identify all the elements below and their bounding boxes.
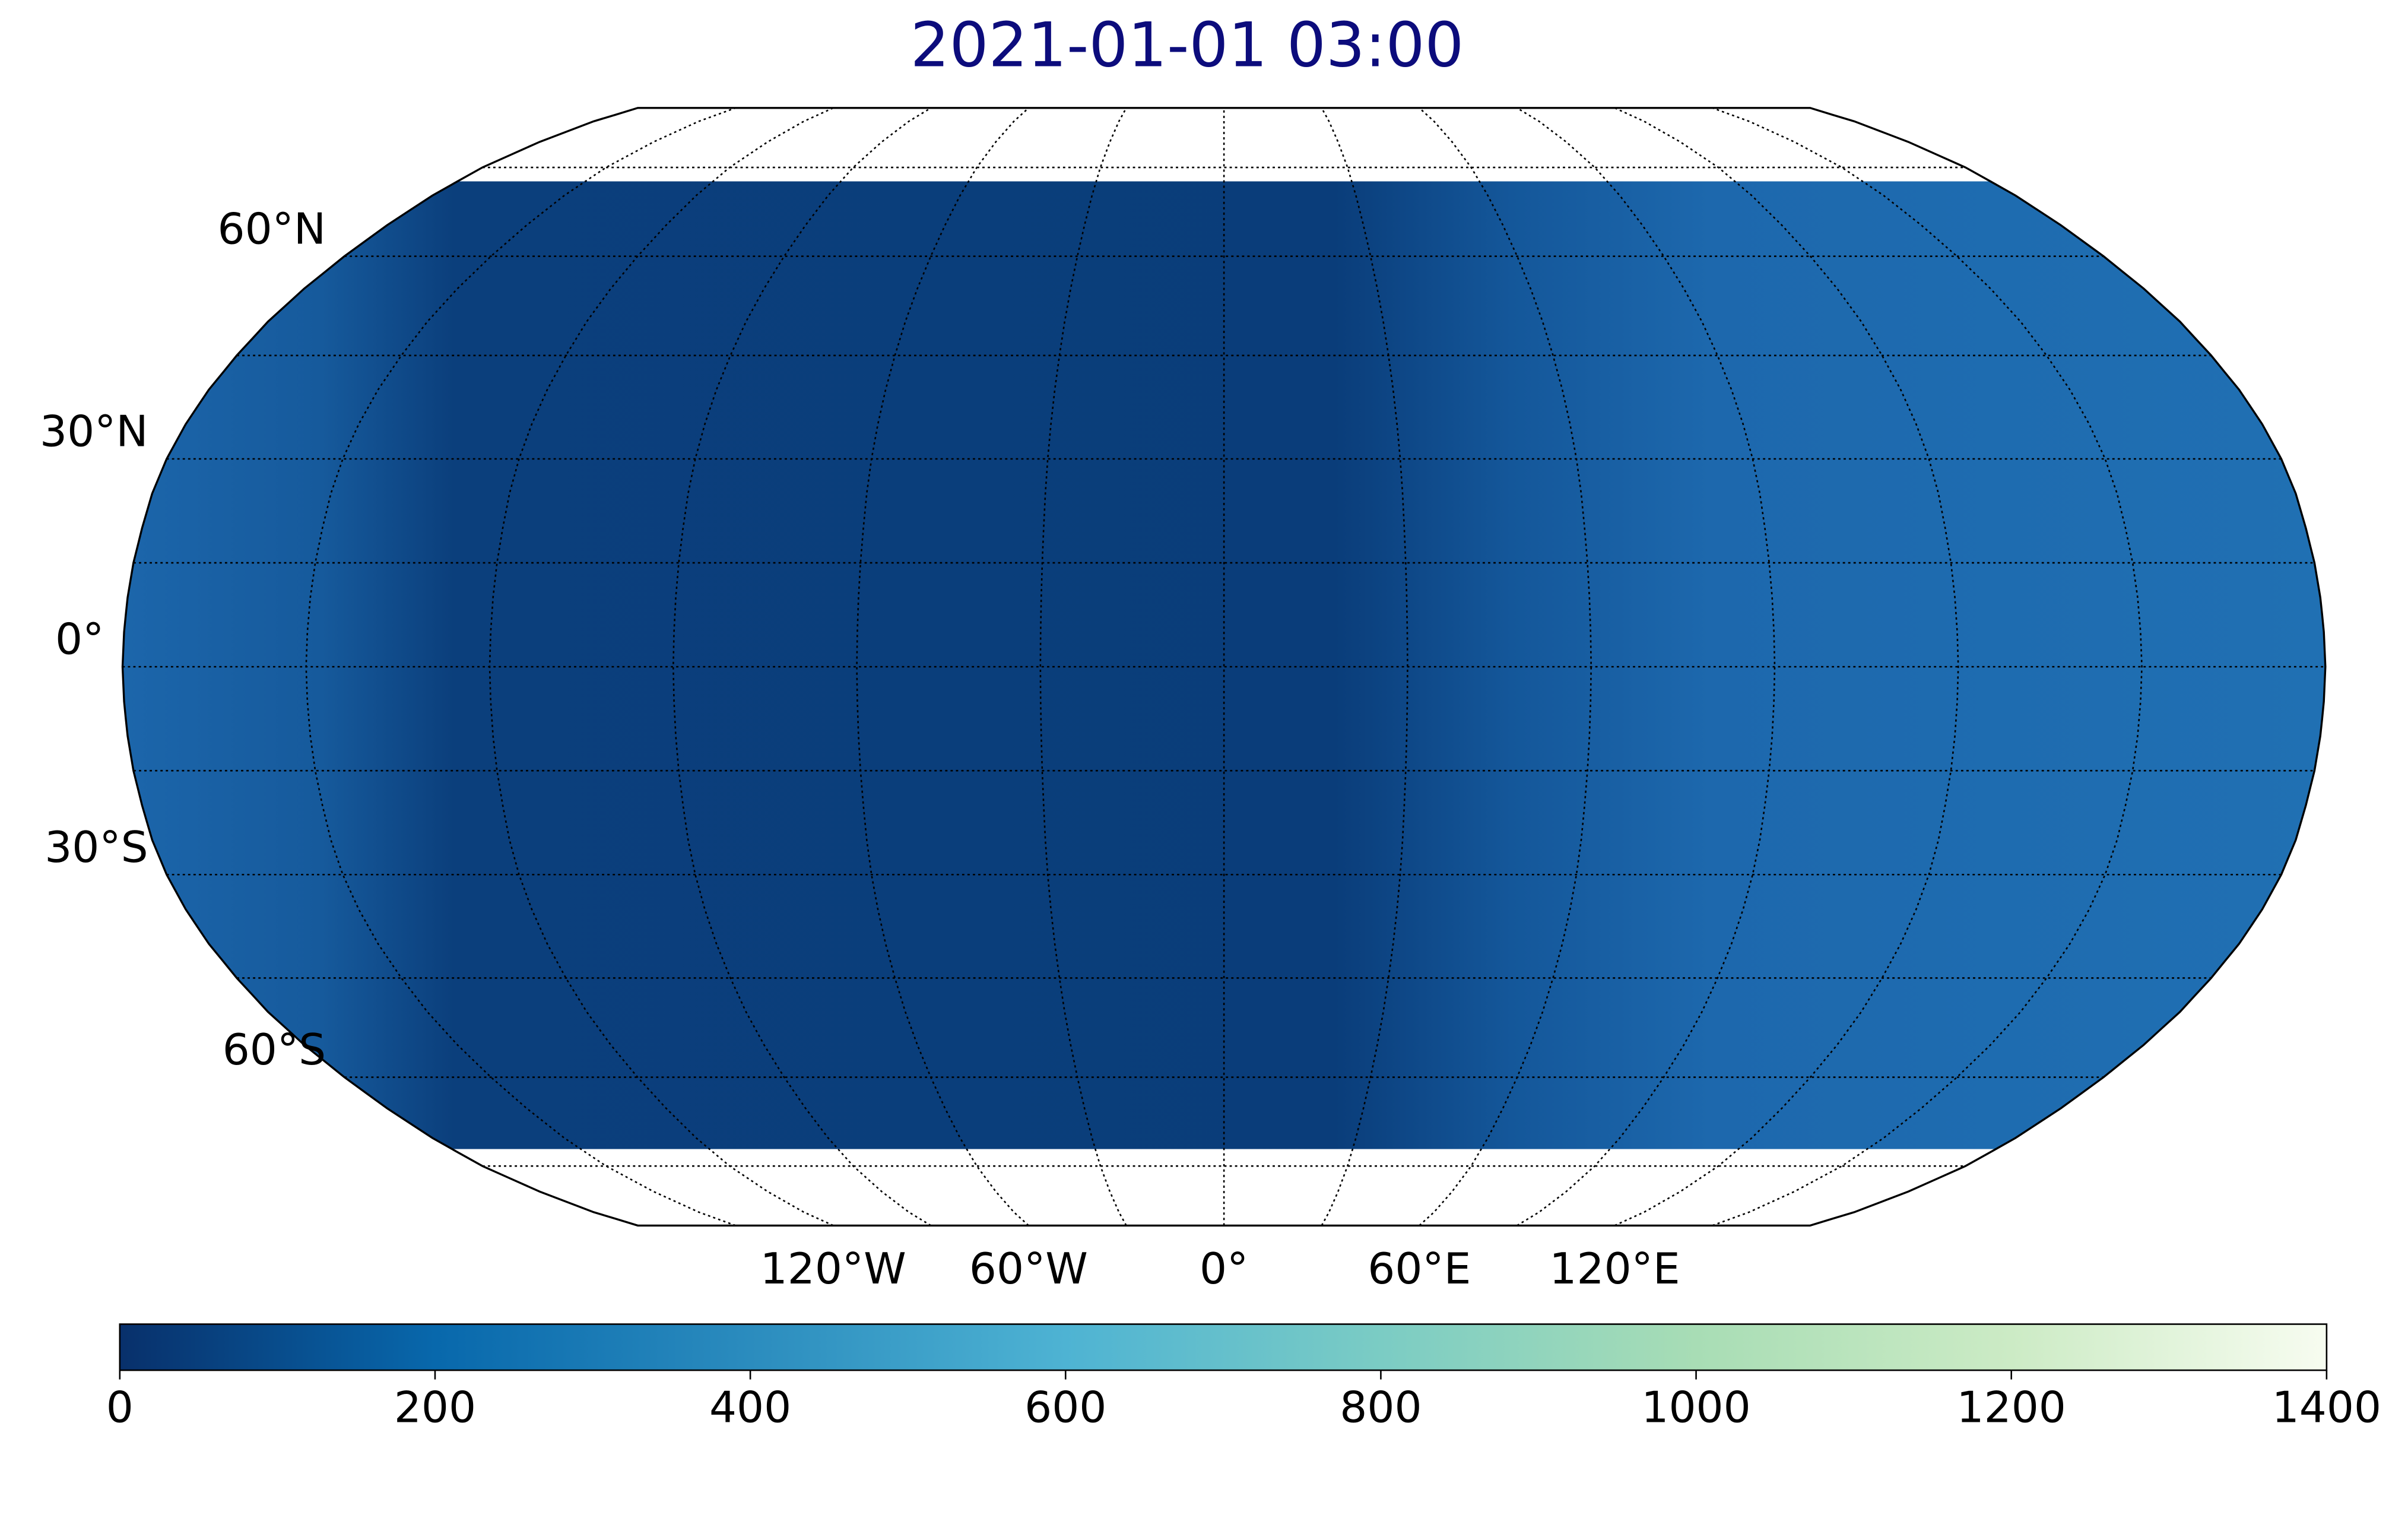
colorbar-tick-label: 600 — [1024, 1383, 1106, 1432]
chart-title: 2021-01-01 03:00 — [910, 9, 1464, 81]
meridian — [856, 107, 1029, 1226]
polar-gap — [122, 1149, 2325, 1226]
lon-tick-label: 0° — [1200, 1244, 1248, 1294]
lon-tick-label: 120°E — [1549, 1244, 1680, 1294]
lat-tick-label: 30°N — [40, 407, 148, 457]
lat-tick-label: 60°N — [218, 204, 326, 254]
colorbar-tick-label: 1400 — [2272, 1383, 2381, 1432]
lat-tick-label: 0° — [55, 615, 104, 665]
lat-tick-label: 60°S — [223, 1025, 326, 1075]
map-background — [122, 107, 2325, 1226]
meridian — [1516, 107, 1776, 1226]
meridian — [305, 107, 736, 1226]
meridian — [1419, 107, 1592, 1226]
lon-tick-label: 60°W — [969, 1244, 1088, 1294]
map-outline — [121, 107, 2327, 1227]
colorbar-tick-label: 1200 — [1957, 1383, 2066, 1432]
meridian — [1614, 107, 1959, 1226]
meridian — [488, 107, 834, 1226]
colorbar-label: Reflected solar flux (W m⁻²) — [817, 1526, 1630, 1532]
lat-tick-label: 30°S — [45, 823, 148, 873]
map: 60°N 30°N 0° 30°S 60°S 120°W 60°W 0° 60°E 120°E — [40, 107, 2327, 1294]
colorbar-tick-label: 400 — [709, 1383, 791, 1432]
colorbar-tick-label: 1000 — [1641, 1383, 1750, 1432]
colorbar-tick-label: 200 — [394, 1383, 476, 1432]
meridian — [1039, 107, 1127, 1226]
colorbar-tick-label: 0 — [106, 1383, 134, 1432]
meridian — [672, 107, 931, 1226]
meridian — [1321, 107, 1408, 1226]
lon-tick-label: 60°E — [1368, 1244, 1471, 1294]
colorbar — [119, 1323, 2328, 1371]
colorbar-tick-label: 800 — [1340, 1383, 1422, 1432]
meridian — [1712, 107, 2143, 1226]
lon-tick-label: 120°W — [760, 1244, 906, 1294]
